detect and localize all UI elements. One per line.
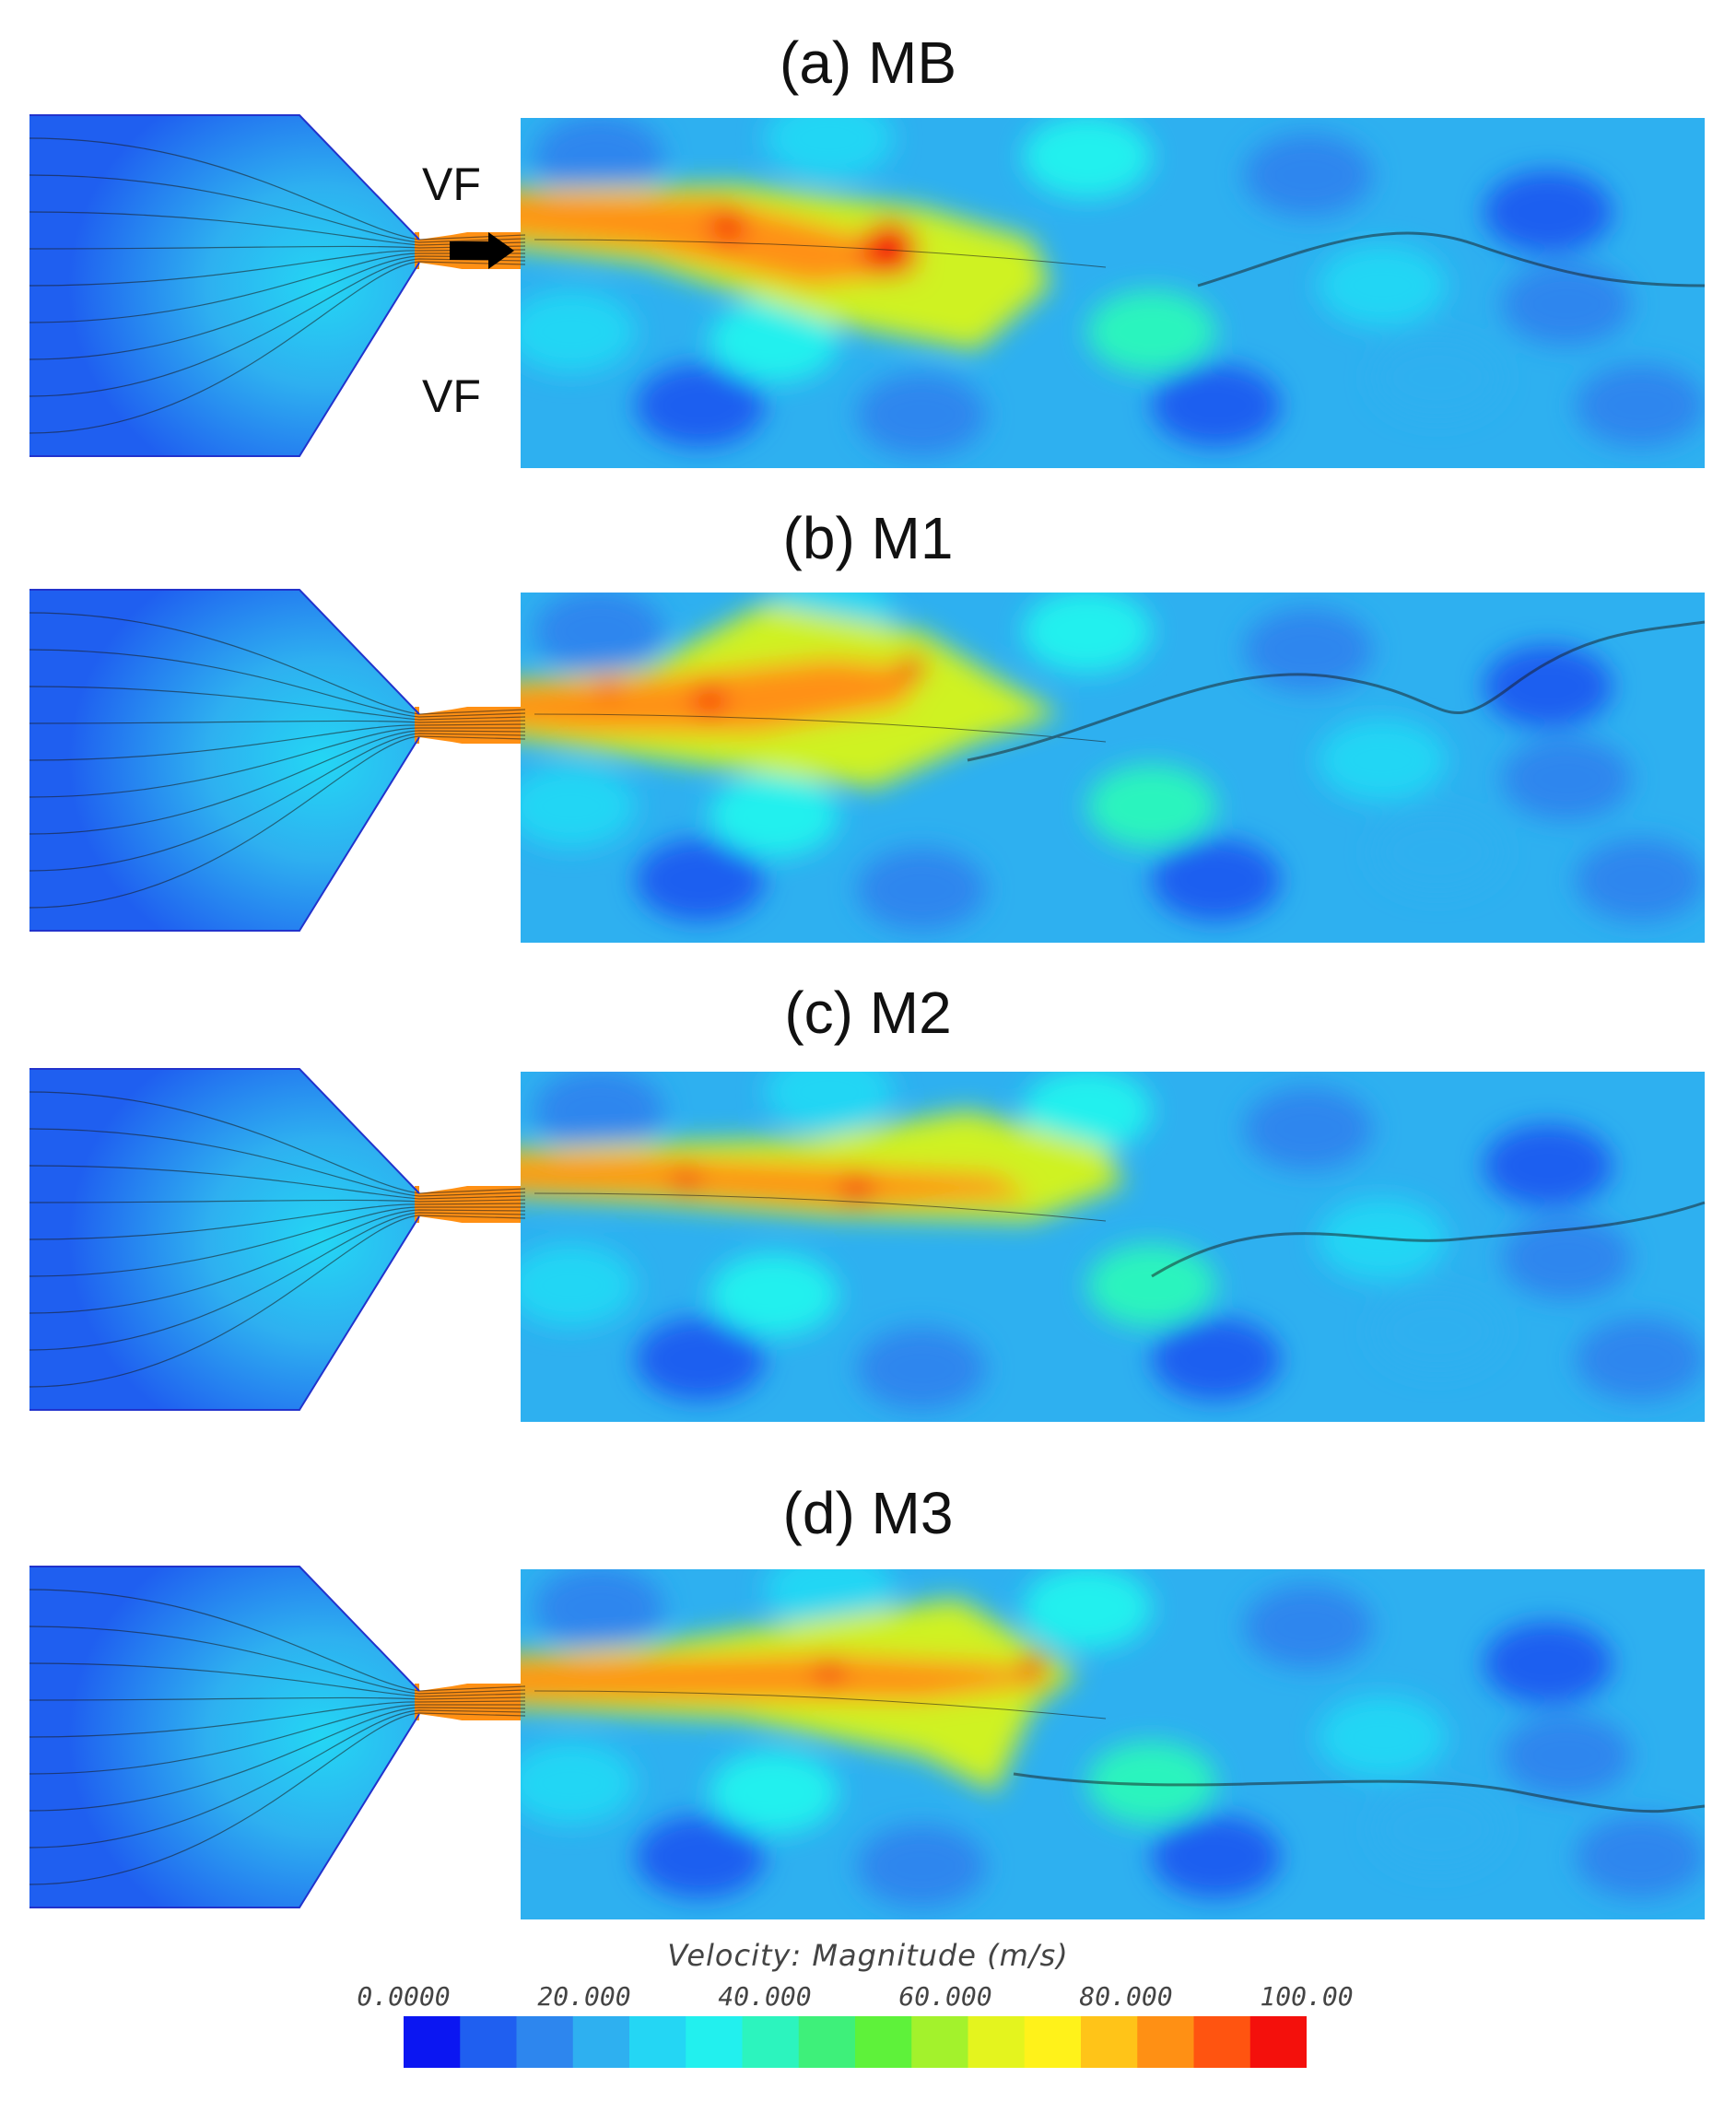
vocal-fold-upper <box>419 590 521 714</box>
velocity-contour-panel-d <box>29 1566 1706 1919</box>
colorbar-swatch <box>1137 2016 1194 2068</box>
colorbar-swatch <box>968 2016 1026 2068</box>
colorbar-swatch <box>1193 2016 1251 2068</box>
vocal-fold-lower <box>419 1216 521 1422</box>
streamlines <box>29 1589 1706 1885</box>
downstream-channel <box>521 118 1705 468</box>
inlet-region <box>29 115 419 456</box>
colorbar-swatch <box>1081 2016 1138 2068</box>
colorbar-tick-20: 20.000 <box>537 1981 631 2012</box>
colorbar-swatch <box>686 2016 743 2068</box>
inlet-region <box>29 1069 419 1410</box>
vocal-fold-upper <box>419 1567 521 1691</box>
colorbar-tick-0: 0.0000 <box>357 1981 451 2012</box>
colorbar-tick-60: 60.000 <box>898 1981 992 2012</box>
velocity-colorbar <box>404 2016 1307 2068</box>
streamlines <box>29 137 1706 434</box>
velocity-contour-panel-c <box>29 1068 1706 1422</box>
colorbar-swatch <box>855 2016 912 2068</box>
vocal-fold-lower <box>419 737 521 943</box>
velocity-contour-panel-a <box>29 114 1706 468</box>
downstream-channel <box>521 593 1705 943</box>
inlet-region <box>29 1567 419 1907</box>
streamlines <box>29 1091 1706 1388</box>
colorbar-swatch <box>1024 2016 1082 2068</box>
vocal-fold-upper <box>419 115 521 240</box>
vocal-fold-upper <box>419 1069 521 1193</box>
panel-title-b: (b) M1 <box>782 505 954 571</box>
downstream-channel <box>521 1569 1705 1919</box>
inlet-outline <box>29 1068 420 1411</box>
colorbar-swatch <box>798 2016 856 2068</box>
colorbar-tick-80: 80.000 <box>1079 1981 1173 2012</box>
colorbar-tick-100: 100.00 <box>1260 1981 1354 2012</box>
panel-title-a: (a) MB <box>780 29 956 96</box>
streamlines <box>29 612 1706 909</box>
vocal-fold-label-lower: VF <box>422 370 481 422</box>
velocity-contour-panel-b <box>29 589 1706 943</box>
colorbar-swatch <box>460 2016 517 2068</box>
flow-direction-arrow-icon <box>450 232 514 269</box>
inlet-outline <box>29 589 420 932</box>
colorbar-swatch <box>572 2016 630 2068</box>
vocal-fold-lower <box>419 263 521 468</box>
vocal-fold-lower <box>419 1714 521 1919</box>
inlet-region <box>29 590 419 931</box>
downstream-channel <box>521 1072 1705 1422</box>
panel-title-c: (c) M2 <box>784 980 952 1046</box>
colorbar-swatch <box>404 2016 461 2068</box>
inlet-outline <box>29 1566 420 1908</box>
colorbar-swatch <box>1249 2016 1307 2068</box>
colorbar-swatch <box>911 2016 968 2068</box>
panel-title-d: (d) M3 <box>782 1480 954 1546</box>
colorbar-title: Velocity: Magnitude (m/s) <box>667 1938 1069 1973</box>
colorbar-swatch <box>629 2016 686 2068</box>
colorbar-tick-40: 40.000 <box>718 1981 812 2012</box>
inlet-outline <box>29 114 420 457</box>
colorbar-swatch <box>516 2016 574 2068</box>
colorbar-swatch <box>742 2016 800 2068</box>
vocal-fold-label-upper: VF <box>422 158 481 210</box>
